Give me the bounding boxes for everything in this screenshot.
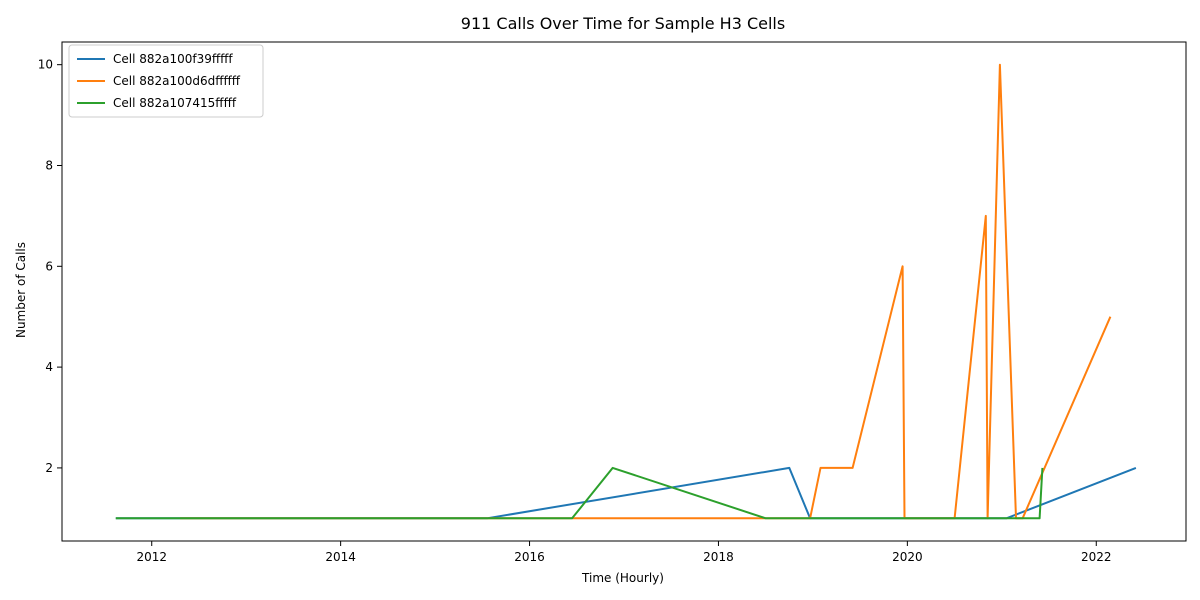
legend: Cell 882a100f39fffff Cell 882a100d6dfffff… bbox=[68, 44, 264, 118]
plot-area bbox=[61, 41, 1187, 542]
legend-label-1: Cell 882a100f39fffff bbox=[113, 52, 233, 66]
x-tick-label: 2020 bbox=[892, 550, 923, 564]
x-axis: 2012 2014 2016 2018 2020 2022 bbox=[136, 541, 1112, 564]
x-tick-label: 2014 bbox=[325, 550, 356, 564]
y-tick-label: 10 bbox=[38, 58, 53, 72]
y-tick-label: 6 bbox=[45, 259, 53, 273]
legend-box bbox=[68, 44, 264, 118]
x-tick-label: 2022 bbox=[1081, 550, 1112, 564]
legend-label-3: Cell 882a107415fffff bbox=[113, 96, 237, 110]
x-tick-label: 2018 bbox=[703, 550, 734, 564]
y-axis-label: Number of Calls bbox=[14, 242, 28, 338]
y-tick-label: 2 bbox=[45, 461, 53, 475]
y-tick-label: 8 bbox=[45, 158, 53, 172]
x-tick-label: 2012 bbox=[136, 550, 167, 564]
x-tick-label: 2016 bbox=[514, 550, 545, 564]
plot-frame bbox=[61, 41, 1187, 542]
y-axis: 2 4 6 8 10 bbox=[38, 58, 62, 475]
x-axis-label: Time (Hourly) bbox=[581, 571, 664, 585]
series-line-3 bbox=[115, 466, 1044, 520]
chart-title: 911 Calls Over Time for Sample H3 Cells bbox=[461, 14, 785, 33]
legend-label-2: Cell 882a100d6dffffff bbox=[113, 74, 241, 88]
y-tick-label: 4 bbox=[45, 360, 53, 374]
